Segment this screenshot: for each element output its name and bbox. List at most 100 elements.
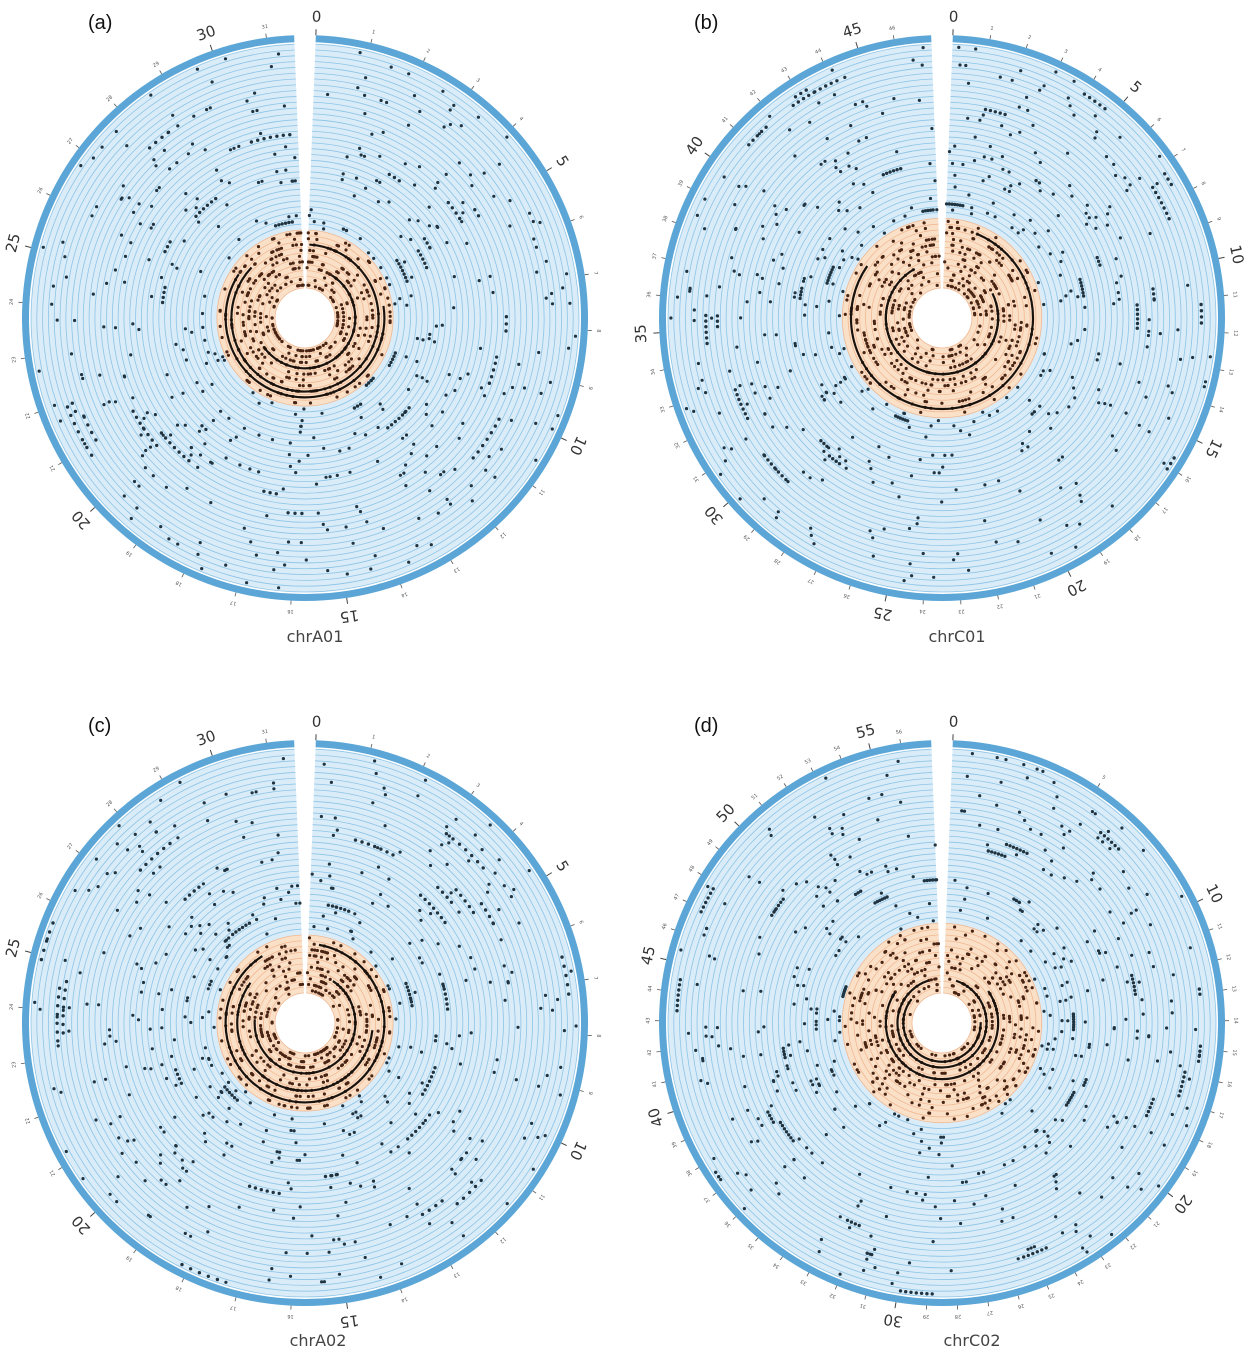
dot <box>1149 232 1152 235</box>
dot <box>901 372 904 375</box>
dot <box>737 398 740 401</box>
dot <box>983 483 986 486</box>
dot <box>115 130 118 133</box>
dot <box>910 377 913 380</box>
dot <box>166 373 169 376</box>
dot <box>348 471 351 474</box>
dot <box>1023 296 1026 299</box>
dot <box>77 430 80 433</box>
dot <box>862 303 865 306</box>
dot <box>966 280 969 283</box>
dot <box>211 462 214 465</box>
dot <box>870 1058 873 1061</box>
dot <box>718 285 721 288</box>
dot <box>160 431 163 434</box>
minor-tick-label: 28 <box>955 1313 962 1319</box>
dot <box>930 127 933 130</box>
dot <box>1118 298 1121 301</box>
dot <box>1088 96 1091 99</box>
minor-tick-label: 8 <box>595 329 601 332</box>
dot <box>977 1009 980 1012</box>
dot <box>838 455 841 458</box>
dot <box>166 245 169 248</box>
dot <box>1167 217 1170 220</box>
circos-plot: 1234678911121314161718192122232426272829… <box>10 705 610 1325</box>
dot <box>199 932 202 935</box>
dot <box>999 336 1002 339</box>
dot <box>151 438 154 441</box>
dot <box>850 1011 853 1014</box>
dot <box>551 302 554 305</box>
dot <box>270 956 273 959</box>
dot <box>254 1011 257 1014</box>
dot <box>269 963 272 966</box>
dot <box>931 348 934 351</box>
dot <box>530 1122 533 1125</box>
dot <box>958 251 961 254</box>
dot <box>1055 1187 1058 1190</box>
dot <box>454 211 457 214</box>
dot <box>855 167 858 170</box>
dot <box>1002 1062 1005 1065</box>
minor-tick <box>998 595 999 599</box>
dot <box>967 397 970 400</box>
dot <box>972 257 975 260</box>
dot <box>222 890 225 893</box>
dot <box>1088 216 1091 219</box>
dot <box>287 352 290 355</box>
dot <box>272 781 275 784</box>
dot <box>903 308 906 311</box>
dot <box>455 818 458 821</box>
minor-tick-label: 13 <box>1230 985 1237 992</box>
minor-tick-label: 14 <box>1232 1017 1238 1023</box>
dot <box>758 291 761 294</box>
dot <box>964 1066 967 1069</box>
dot <box>839 937 842 940</box>
dot <box>924 382 927 385</box>
dot <box>921 950 924 953</box>
dot <box>126 1139 129 1142</box>
dot <box>980 261 983 264</box>
dot <box>959 968 962 971</box>
dot <box>1026 1066 1029 1069</box>
dot <box>263 278 266 281</box>
dot <box>1039 1067 1042 1070</box>
track-area <box>31 749 579 1297</box>
dot <box>164 436 167 439</box>
dot <box>319 352 322 355</box>
dot <box>1085 212 1088 215</box>
dot <box>908 527 911 530</box>
dot <box>997 852 1000 855</box>
minor-tick-label: 29 <box>152 61 161 69</box>
dot <box>259 389 262 392</box>
dot <box>953 274 956 277</box>
dot <box>273 1113 276 1116</box>
dot <box>128 934 131 937</box>
dot <box>1111 504 1114 507</box>
dot <box>496 1058 499 1061</box>
dot <box>209 106 212 109</box>
dot <box>854 1222 857 1225</box>
dot <box>877 1044 880 1047</box>
dot <box>974 136 977 139</box>
minor-tick-label: 24 <box>9 299 15 306</box>
dot <box>954 383 957 386</box>
minor-tick-label: 3 <box>475 77 481 84</box>
dot <box>780 474 783 477</box>
dot <box>897 328 900 331</box>
dot <box>935 942 938 945</box>
dot <box>294 949 297 952</box>
dot <box>992 202 995 205</box>
dot <box>371 326 374 329</box>
dot <box>762 237 765 240</box>
dot <box>478 279 481 282</box>
dot <box>171 263 174 266</box>
dot <box>891 306 894 309</box>
dot <box>299 349 302 352</box>
dot <box>742 1055 745 1058</box>
dot <box>434 1204 437 1207</box>
dot <box>898 969 901 972</box>
dot <box>220 1039 223 1042</box>
dot <box>885 172 888 175</box>
dot <box>1204 380 1207 383</box>
